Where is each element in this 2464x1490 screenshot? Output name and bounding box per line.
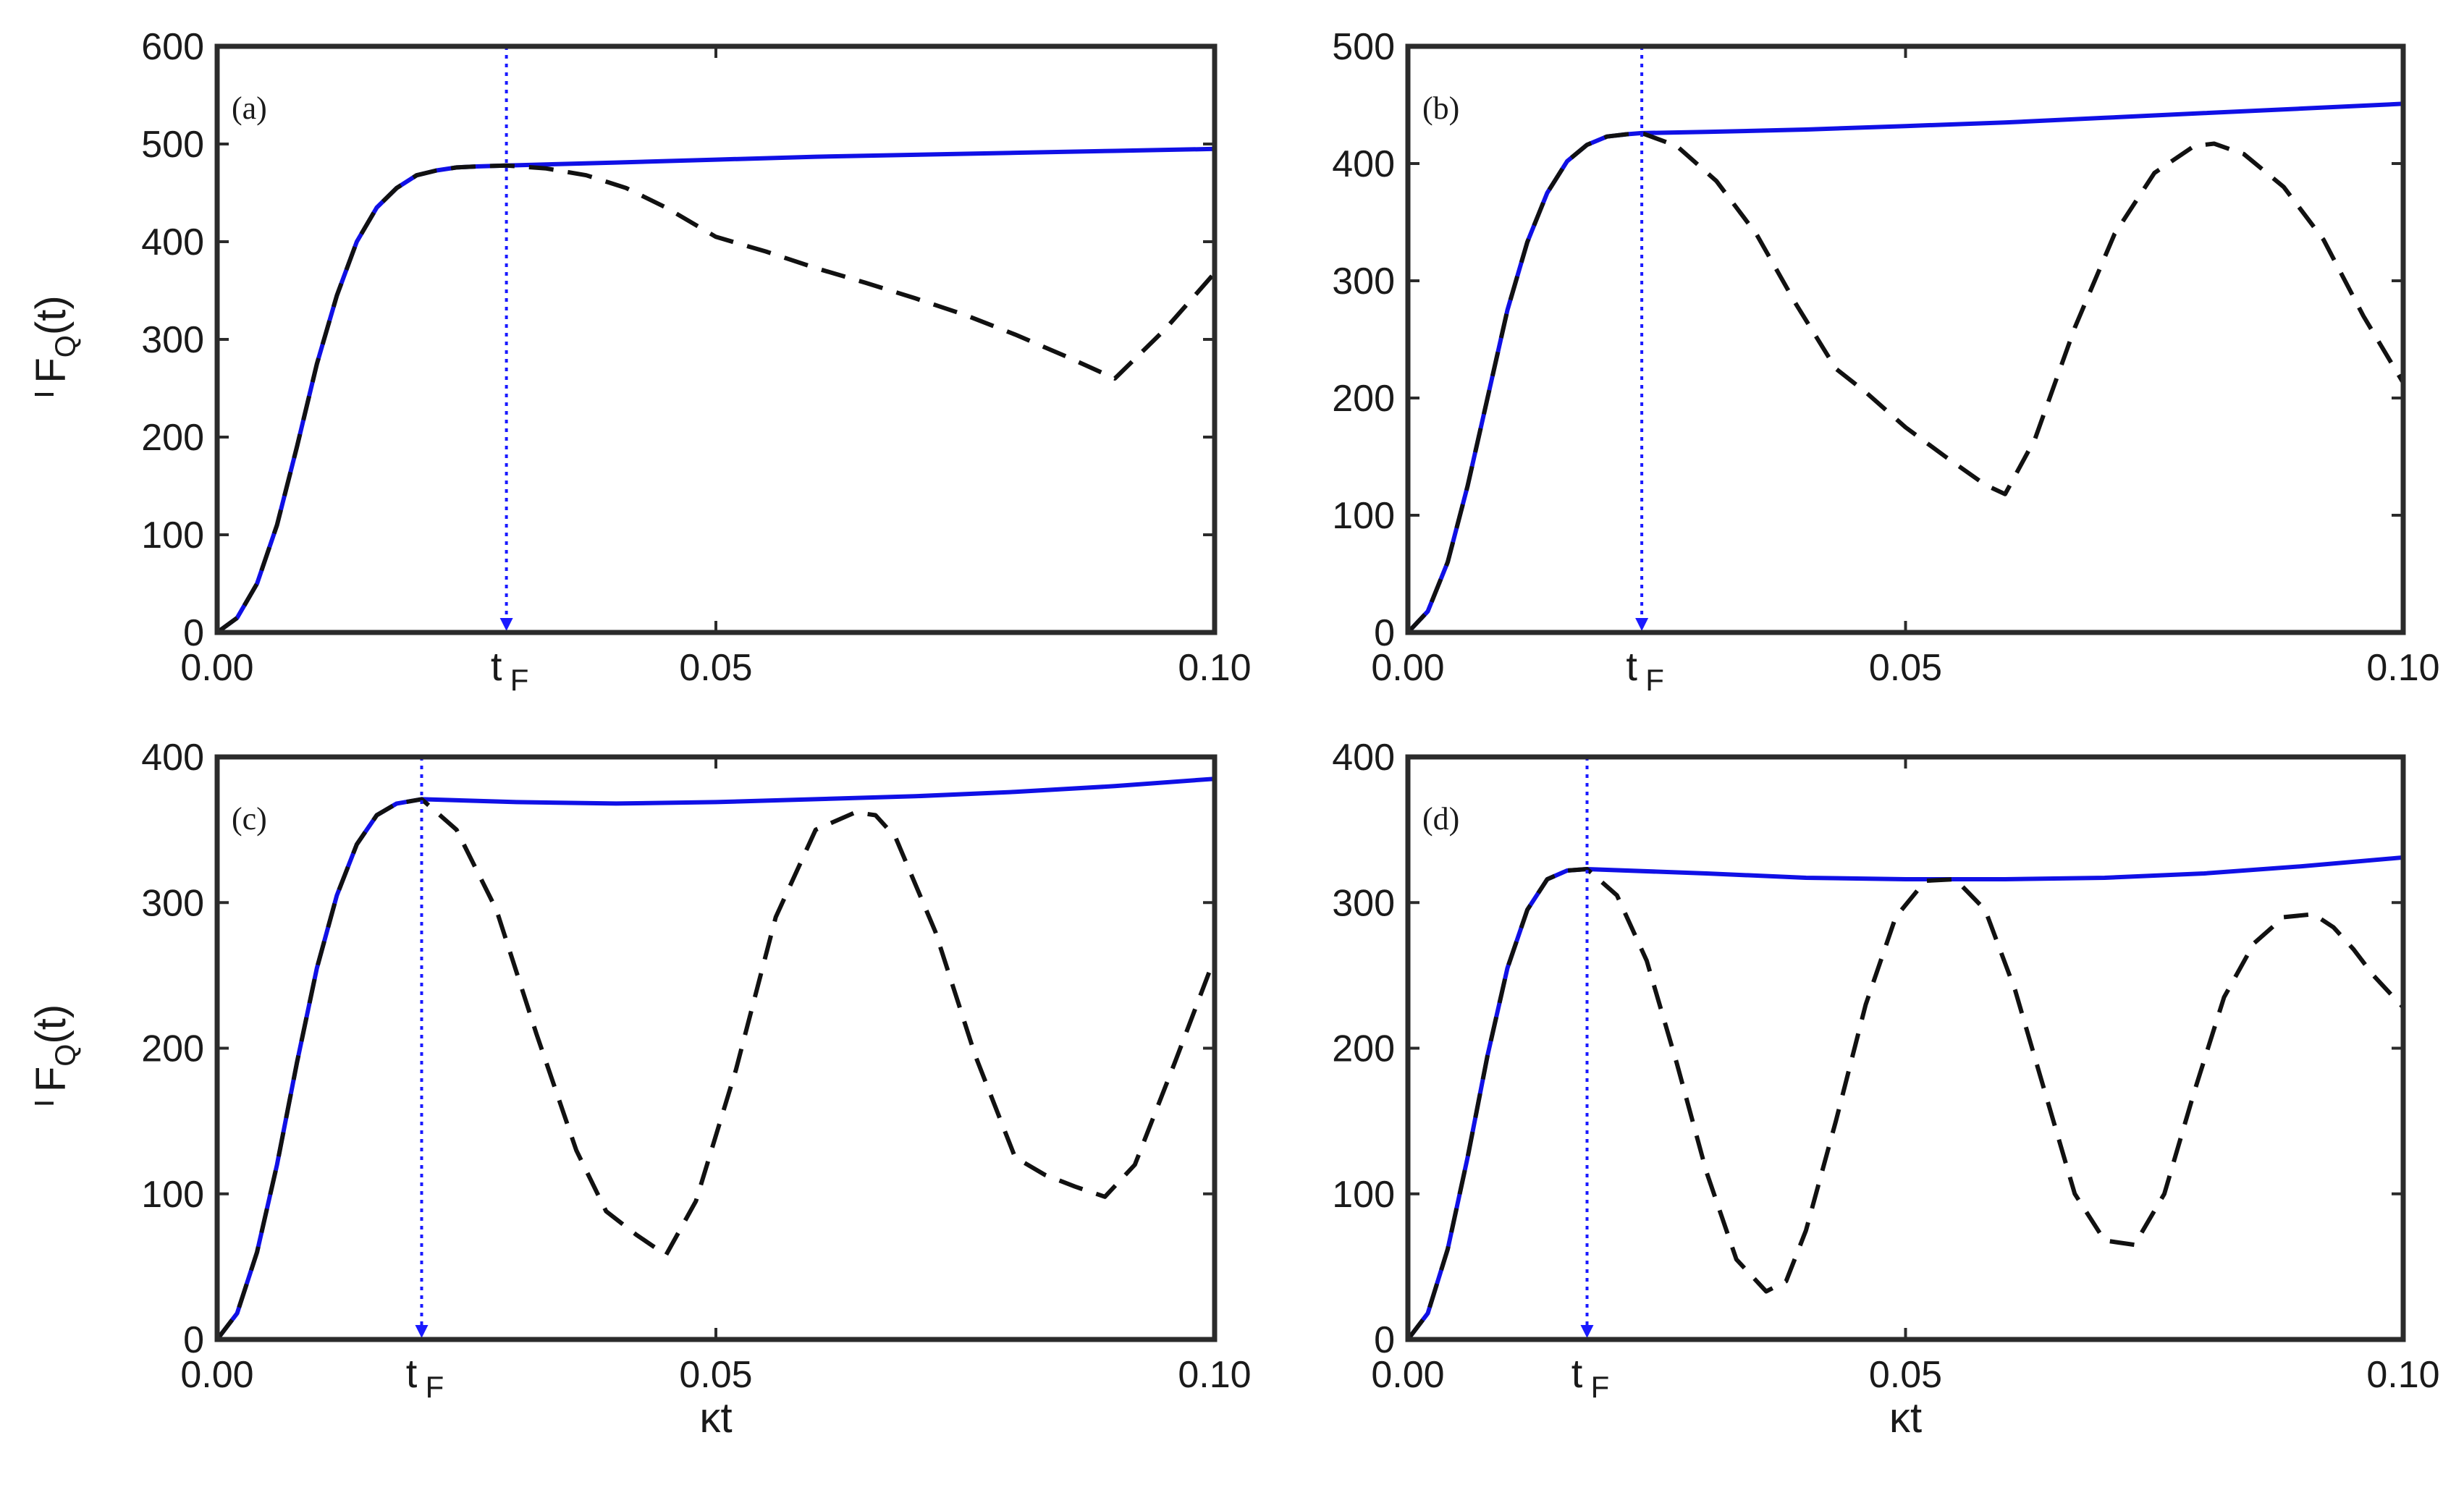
y-tick-label: 0	[1374, 1319, 1395, 1361]
x-tick-label: 0.05	[1869, 647, 1942, 689]
y-tick-label: 400	[1332, 143, 1395, 185]
t-f-marker-arrow	[1635, 618, 1649, 631]
free-evolution-series-line	[1408, 867, 2403, 1339]
y-axis-label-arg: (t)	[28, 295, 75, 335]
t-f-label-sub: F	[1591, 1370, 1610, 1404]
x-tick-label: 0.05	[679, 1354, 752, 1396]
axes-frame	[1405, 43, 2406, 635]
y-tick-label: 300	[1332, 261, 1395, 302]
x-tick-label: 0.10	[2366, 1354, 2439, 1396]
y-tick-label: 400	[141, 221, 204, 263]
optimal-series-line	[217, 776, 1215, 1339]
free-evolution-series-line	[1408, 130, 2403, 632]
y-axis-label-sub: Q	[50, 335, 82, 357]
y-tick-label: 600	[141, 26, 204, 68]
panel-label: (d)	[1422, 801, 1459, 837]
y-tick-label: 500	[1332, 26, 1395, 68]
y-tick-label: 100	[1332, 495, 1395, 537]
y-axis-label: FQ(t)	[28, 1004, 82, 1092]
y-tick-label: 0	[183, 1319, 204, 1361]
y-tick-label: 0	[1374, 612, 1395, 654]
axes-frame	[1405, 754, 2406, 1342]
y-tick-label: 100	[141, 1174, 204, 1216]
x-tick-label: 0.05	[679, 647, 752, 689]
x-tick-label: 0.10	[1178, 1354, 1251, 1396]
x-tick-label: 0.05	[1869, 1354, 1942, 1396]
y-axis-label-arg: (t)	[28, 1004, 75, 1044]
y-tick-label: 300	[1332, 882, 1395, 924]
y-tick-label: 100	[141, 515, 204, 556]
free-evolution-series-line	[217, 163, 1215, 632]
y-axis-label-base: F	[28, 357, 75, 383]
y-axis-label: FQ(t)	[28, 295, 82, 383]
y-tick-label: 200	[1332, 1028, 1395, 1070]
x-axis-label: κt	[699, 1394, 732, 1442]
x-tick-label: 0.10	[2366, 647, 2439, 689]
axes-frame	[214, 754, 1218, 1342]
t-f-label: t	[491, 643, 502, 689]
t-f-marker-arrow	[415, 1325, 429, 1338]
y-axis-label-sub: Q	[50, 1044, 82, 1067]
t-f-label: t	[406, 1350, 418, 1396]
t-f-label: t	[1571, 1350, 1583, 1396]
y-tick-label: 300	[141, 882, 204, 924]
x-tick-label: 0.00	[1371, 1354, 1444, 1396]
y-tick-label: 400	[1332, 737, 1395, 779]
y-tick-label: 100	[1332, 1174, 1395, 1216]
y-axis-label-base: F	[28, 1067, 75, 1092]
y-tick-label: 300	[141, 319, 204, 361]
t-f-marker-arrow	[499, 618, 513, 631]
free-evolution-series-line	[217, 797, 1215, 1339]
x-tick-label: 0.10	[1178, 647, 1251, 689]
optimal-series-line	[1408, 855, 2403, 1339]
panel-label: (b)	[1422, 90, 1459, 126]
panel-label: (a)	[232, 90, 267, 126]
t-f-label-sub: F	[1645, 663, 1664, 697]
t-f-label: t	[1626, 643, 1637, 689]
y-tick-label: 200	[141, 1028, 204, 1070]
t-f-label-sub: F	[510, 663, 529, 697]
y-tick-label: 0	[183, 612, 204, 654]
x-tick-label: 0.00	[180, 1354, 253, 1396]
x-tick-label: 0.00	[1371, 647, 1444, 689]
y-tick-label: 400	[141, 737, 204, 779]
optimal-series-line	[1408, 101, 2403, 632]
t-f-marker-arrow	[1580, 1325, 1594, 1338]
x-tick-label: 0.00	[180, 647, 253, 689]
panel-b: 0 100 200 300 400 500 0.00 0.05 0.10 t F (b)	[1332, 26, 2439, 697]
axes-frame	[214, 43, 1218, 635]
panel-d: 0 100 200 300 400 0.00 0.05 0.10 t F (d) κt	[1332, 737, 2439, 1442]
x-axis-label: κt	[1889, 1394, 1922, 1442]
y-tick-label: 500	[141, 124, 204, 166]
panel-label: (c)	[232, 801, 267, 837]
y-tick-label: 200	[1332, 378, 1395, 420]
t-f-label-sub: F	[426, 1370, 444, 1404]
y-tick-label: 200	[141, 417, 204, 459]
